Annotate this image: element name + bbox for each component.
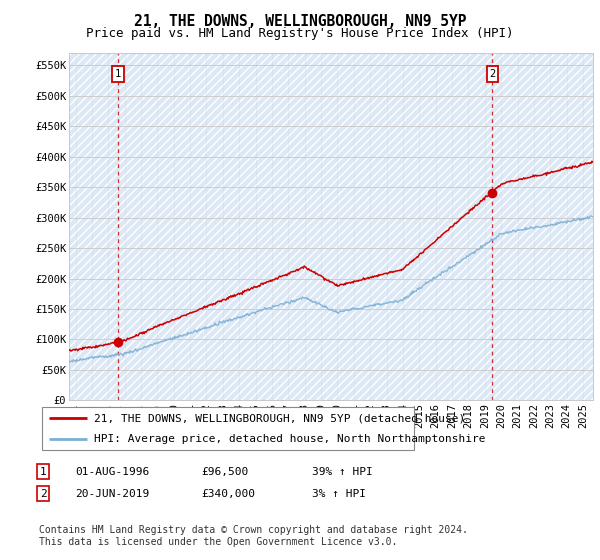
Text: HPI: Average price, detached house, North Northamptonshire: HPI: Average price, detached house, Nort… [94, 435, 485, 444]
Text: 39% ↑ HPI: 39% ↑ HPI [312, 466, 373, 477]
Text: 21, THE DOWNS, WELLINGBOROUGH, NN9 5YP (detached house): 21, THE DOWNS, WELLINGBOROUGH, NN9 5YP (… [94, 413, 466, 423]
Text: Price paid vs. HM Land Registry's House Price Index (HPI): Price paid vs. HM Land Registry's House … [86, 27, 514, 40]
Text: 20-JUN-2019: 20-JUN-2019 [75, 489, 149, 499]
Text: 2: 2 [40, 489, 47, 499]
Text: 1: 1 [115, 69, 121, 79]
Text: 01-AUG-1996: 01-AUG-1996 [75, 466, 149, 477]
Text: £340,000: £340,000 [201, 489, 255, 499]
Text: 1: 1 [40, 466, 47, 477]
Text: 2: 2 [489, 69, 496, 79]
Text: Contains HM Land Registry data © Crown copyright and database right 2024.
This d: Contains HM Land Registry data © Crown c… [39, 525, 468, 547]
Text: 21, THE DOWNS, WELLINGBOROUGH, NN9 5YP: 21, THE DOWNS, WELLINGBOROUGH, NN9 5YP [134, 14, 466, 29]
Text: 3% ↑ HPI: 3% ↑ HPI [312, 489, 366, 499]
Text: £96,500: £96,500 [201, 466, 248, 477]
